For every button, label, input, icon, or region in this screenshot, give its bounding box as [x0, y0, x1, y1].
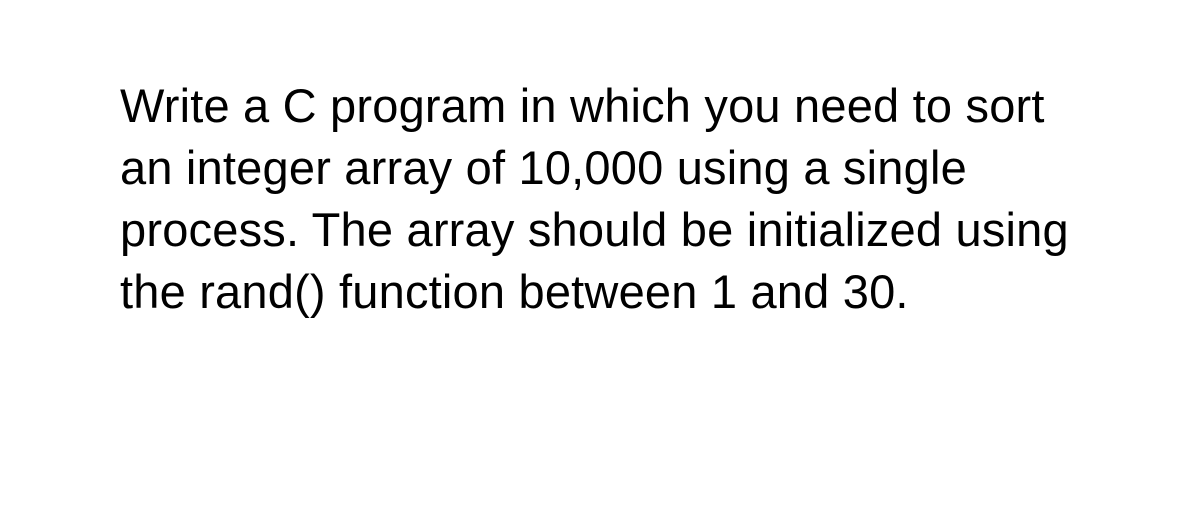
page-container: Write a C program in which you need to s… [0, 0, 1200, 529]
question-text: Write a C program in which you need to s… [120, 75, 1080, 323]
